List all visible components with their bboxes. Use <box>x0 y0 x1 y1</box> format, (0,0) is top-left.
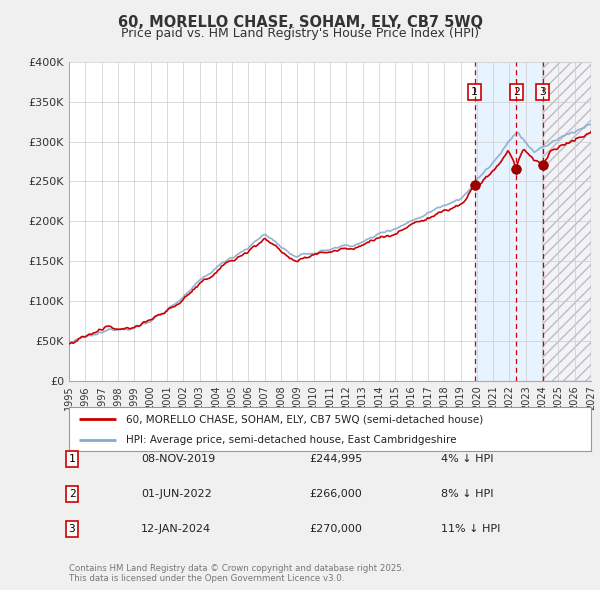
Text: HPI: Average price, semi-detached house, East Cambridgeshire: HPI: Average price, semi-detached house,… <box>127 435 457 445</box>
Text: 3: 3 <box>539 87 546 97</box>
Text: £244,995: £244,995 <box>309 454 362 464</box>
Bar <box>475 62 542 381</box>
Bar <box>542 62 591 381</box>
Text: 1: 1 <box>68 454 76 464</box>
Text: 11% ↓ HPI: 11% ↓ HPI <box>441 524 500 533</box>
Text: 60, MORELLO CHASE, SOHAM, ELY, CB7 5WQ: 60, MORELLO CHASE, SOHAM, ELY, CB7 5WQ <box>118 15 482 30</box>
Text: 2: 2 <box>513 87 520 97</box>
Text: 60, MORELLO CHASE, SOHAM, ELY, CB7 5WQ (semi-detached house): 60, MORELLO CHASE, SOHAM, ELY, CB7 5WQ (… <box>127 415 484 424</box>
Text: 12-JAN-2024: 12-JAN-2024 <box>141 524 211 533</box>
Text: Contains HM Land Registry data © Crown copyright and database right 2025.
This d: Contains HM Land Registry data © Crown c… <box>69 563 404 583</box>
Text: 08-NOV-2019: 08-NOV-2019 <box>141 454 215 464</box>
Text: 2: 2 <box>68 489 76 499</box>
Text: 3: 3 <box>68 524 76 533</box>
Text: Price paid vs. HM Land Registry's House Price Index (HPI): Price paid vs. HM Land Registry's House … <box>121 27 479 40</box>
Text: 4% ↓ HPI: 4% ↓ HPI <box>441 454 493 464</box>
Text: £270,000: £270,000 <box>309 524 362 533</box>
Text: 8% ↓ HPI: 8% ↓ HPI <box>441 489 493 499</box>
Text: £266,000: £266,000 <box>309 489 362 499</box>
Bar <box>542 62 591 381</box>
Text: 1: 1 <box>471 87 478 97</box>
Text: 01-JUN-2022: 01-JUN-2022 <box>141 489 212 499</box>
